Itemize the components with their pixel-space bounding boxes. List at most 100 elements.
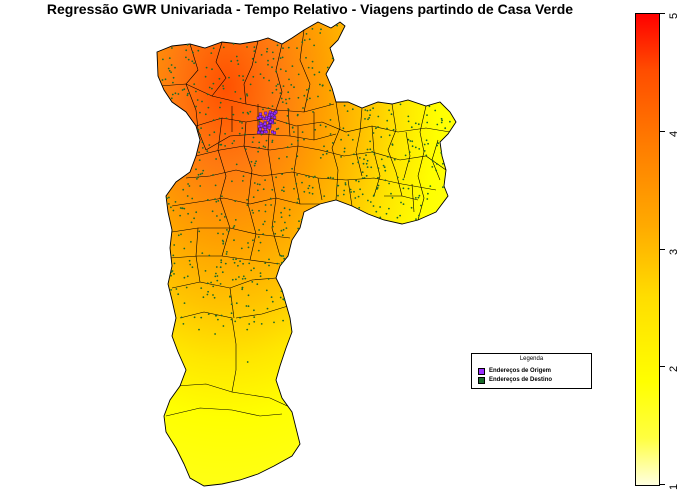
destination-point [215, 158, 218, 160]
destination-point [186, 275, 189, 278]
destination-point [367, 118, 369, 121]
destination-point [193, 62, 196, 65]
destination-point [362, 162, 365, 165]
origin-point [257, 130, 261, 134]
destination-point [170, 97, 173, 100]
destination-point [277, 127, 280, 130]
destination-point [399, 214, 401, 217]
destination-point [271, 141, 274, 144]
destination-point [392, 128, 395, 131]
destination-point [204, 113, 207, 116]
destination-point [396, 216, 399, 219]
destination-point [275, 176, 277, 179]
destination-point [308, 184, 311, 187]
destination-point [377, 115, 380, 118]
district-boundaries [159, 29, 451, 417]
destination-point [264, 210, 267, 213]
destination-point [440, 117, 443, 120]
destination-point [246, 111, 249, 114]
destination-point [247, 305, 250, 308]
destination-point [214, 333, 217, 335]
destination-point [273, 321, 275, 324]
destination-point [281, 234, 284, 237]
destination-point [271, 188, 274, 191]
destination-point [418, 214, 420, 217]
destination-point [200, 316, 203, 319]
destination-point [376, 187, 379, 189]
destination-point [191, 266, 194, 269]
destination-point [232, 226, 235, 229]
destination-point [242, 111, 245, 114]
colorbar-label-4: 4 [668, 130, 680, 137]
destination-point [436, 144, 438, 147]
destination-point [170, 289, 173, 291]
destination-point [201, 100, 203, 103]
destination-point [322, 153, 324, 156]
destination-point [206, 150, 209, 153]
destination-point [285, 98, 287, 101]
destination-point [431, 160, 434, 162]
destination-point [308, 38, 311, 41]
destination-point [369, 148, 372, 151]
destination-point [229, 295, 231, 298]
destination-point [214, 198, 217, 201]
destination-point [235, 278, 237, 281]
destination-point [233, 225, 236, 227]
destination-point [241, 180, 244, 182]
destination-point [217, 232, 219, 235]
destination-point [220, 261, 223, 264]
destination-point [230, 303, 233, 306]
destination-point [244, 277, 247, 280]
destination-point [219, 266, 222, 269]
destination-point [252, 75, 255, 78]
destination-point [305, 33, 308, 35]
destination-point [201, 172, 204, 175]
destination-point [407, 138, 410, 141]
destination-point [371, 151, 374, 153]
destination-point [379, 216, 382, 219]
destination-point [414, 122, 417, 125]
destination-point [282, 186, 285, 189]
destination-point [271, 66, 273, 69]
destination-point [275, 128, 278, 131]
destination-point [268, 79, 270, 82]
destination-point [241, 288, 244, 291]
destination-point [168, 69, 171, 72]
colorbar-tick-4 [659, 131, 665, 132]
destination-point [283, 299, 286, 301]
destination-point [240, 247, 243, 250]
destination-point [237, 264, 239, 267]
destination-point [177, 293, 180, 296]
destination-point [271, 105, 274, 107]
destination-point [387, 155, 389, 158]
destination-point [242, 275, 245, 278]
destination-point [320, 28, 322, 31]
destination-point [311, 28, 314, 30]
destination-point [306, 89, 308, 91]
origin-swatch [478, 367, 485, 375]
origin-point [264, 130, 268, 134]
destination-point [262, 145, 265, 148]
destination-point [264, 179, 266, 182]
destination-point [198, 159, 201, 162]
destination-point [259, 275, 262, 278]
destination-point [253, 320, 256, 323]
destination-point [297, 73, 300, 76]
destination-point [324, 125, 327, 128]
destination-point [190, 221, 193, 224]
destination-point [361, 171, 364, 174]
destination-point [224, 132, 227, 135]
destination-point [256, 283, 259, 286]
destination-point [400, 201, 402, 204]
destination-point [253, 46, 256, 49]
legend-item-origin: Endereços de Origem [478, 367, 551, 375]
destination-point [286, 156, 288, 158]
destination-point [363, 177, 366, 179]
destination-point [185, 286, 188, 289]
destination-point [262, 108, 264, 111]
destination-point [197, 173, 200, 176]
destination-point [282, 298, 285, 301]
destination-point [280, 229, 283, 232]
destination-point [226, 251, 228, 253]
destination-point [177, 93, 180, 95]
